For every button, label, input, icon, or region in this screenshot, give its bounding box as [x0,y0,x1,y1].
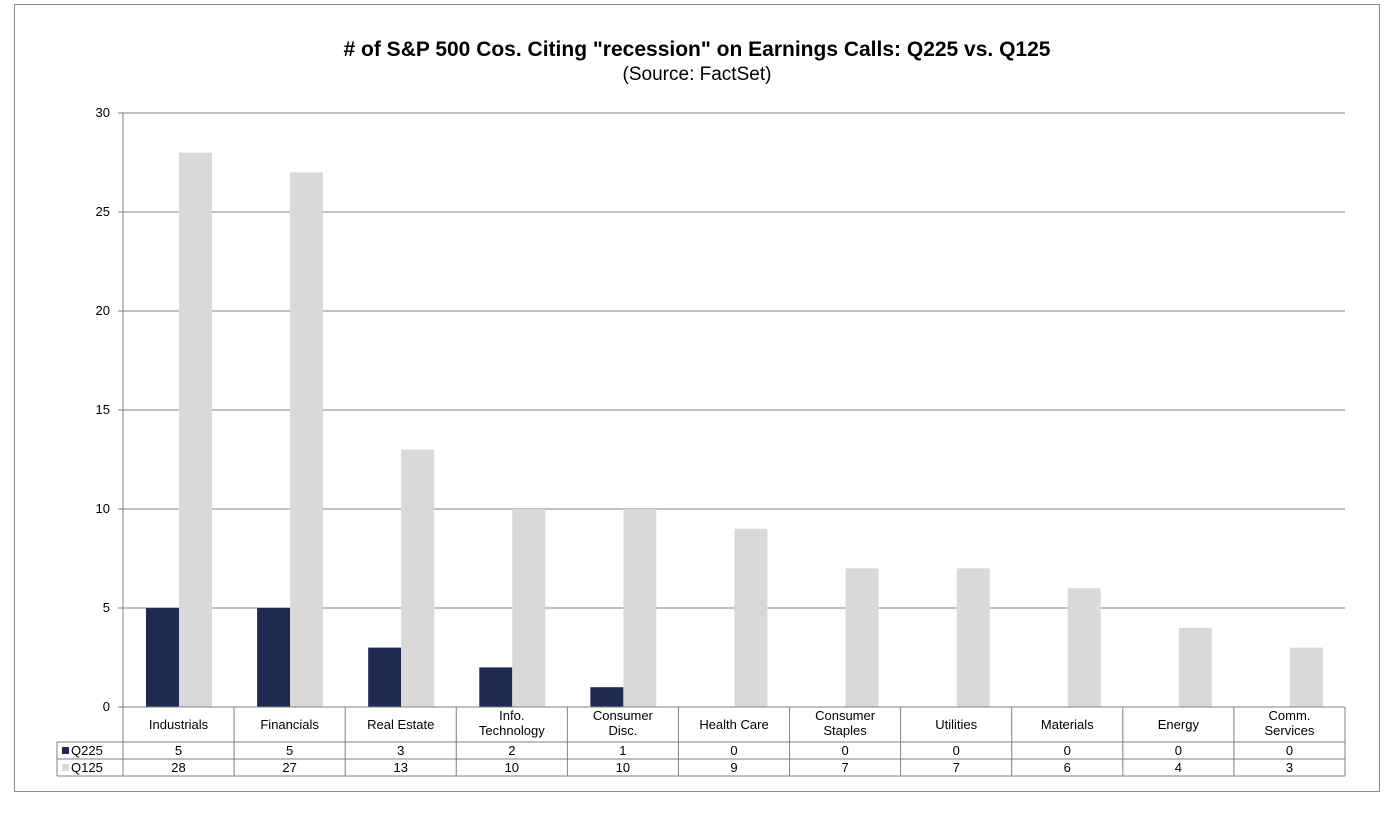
data-label-q125: 4 [1175,760,1182,775]
data-label-q225: 0 [1175,743,1182,758]
data-label-q125: 7 [841,760,848,775]
data-label-q225: 0 [1286,743,1293,758]
data-label-q225: 0 [730,743,737,758]
data-label-q125: 3 [1286,760,1293,775]
y-tick-label: 0 [103,699,110,714]
x-tick-label: Staples [823,723,867,738]
data-label-q225: 0 [953,743,960,758]
data-label-q125: 28 [171,760,185,775]
chart-subtitle: (Source: FactSet) [622,64,772,85]
chart-frame [14,4,1380,792]
data-label-q125: 10 [616,760,630,775]
legend-label-q225: Q225 [71,743,103,758]
legend-swatch-q125 [62,764,69,771]
x-tick-label: Utilities [935,717,977,732]
x-tick-label: Financials [260,717,319,732]
data-label-q225: 0 [841,743,848,758]
x-tick-label: Services [1265,723,1315,738]
x-tick-label: Real Estate [367,717,434,732]
bar-q125 [1067,588,1101,707]
bar-q125 [401,449,435,707]
bar-q225 [146,608,179,707]
bar-q125 [734,528,768,707]
data-label-q225: 3 [397,743,404,758]
x-tick-label: Materials [1041,717,1094,732]
bar-q125 [845,568,879,707]
data-label-q225: 1 [619,743,626,758]
data-label-q225: 5 [286,743,293,758]
legend-swatch-q225 [62,747,69,754]
bar-q225 [479,667,513,707]
data-label-q125: 13 [393,760,407,775]
bar-q125 [1289,647,1323,707]
legend-label-q125: Q125 [71,760,103,775]
y-tick-label: 15 [96,402,110,417]
data-label-q225: 5 [175,743,182,758]
bar-q225 [257,608,291,707]
x-tick-label: Info. [499,708,524,723]
x-tick-label: Health Care [699,717,768,732]
y-tick-label: 20 [96,303,110,318]
data-table: Industrials Financials Real Estate Info.Tec… [56,706,1346,777]
grid-lines [123,112,1345,609]
bar-q225 [368,647,402,707]
data-label-q125: 10 [505,760,519,775]
data-label-q125: 27 [282,760,296,775]
y-axis: 0 5 10 15 20 25 30 [96,105,124,714]
chart-title: # of S&P 500 Cos. Citing "recession" on … [343,38,1051,61]
bar-q125 [956,568,990,707]
y-tick-label: 25 [96,204,110,219]
x-tick-label: Comm. [1269,708,1311,723]
y-tick-label: 10 [96,501,110,516]
bars [146,152,1323,708]
bar-q125 [1178,627,1212,707]
bar-q125 [623,509,657,707]
data-label-q225: 0 [1064,743,1071,758]
x-tick-label: Consumer [593,708,654,723]
data-label-q225: 2 [508,743,515,758]
bar-q225 [590,687,624,707]
x-tick-label: Technology [479,723,545,738]
data-label-q125: 6 [1064,760,1071,775]
x-tick-label: Industrials [149,717,209,732]
y-tick-label: 5 [103,600,110,615]
x-tick-label: Consumer [815,708,876,723]
bar-q125 [290,172,324,707]
x-tick-label: Energy [1158,717,1200,732]
bar-q125 [512,509,546,707]
data-label-q125: 9 [730,760,737,775]
x-tick-label: Disc. [608,723,637,738]
bar-q125 [179,152,212,708]
y-tick-label: 30 [96,105,110,120]
data-label-q125: 7 [953,760,960,775]
